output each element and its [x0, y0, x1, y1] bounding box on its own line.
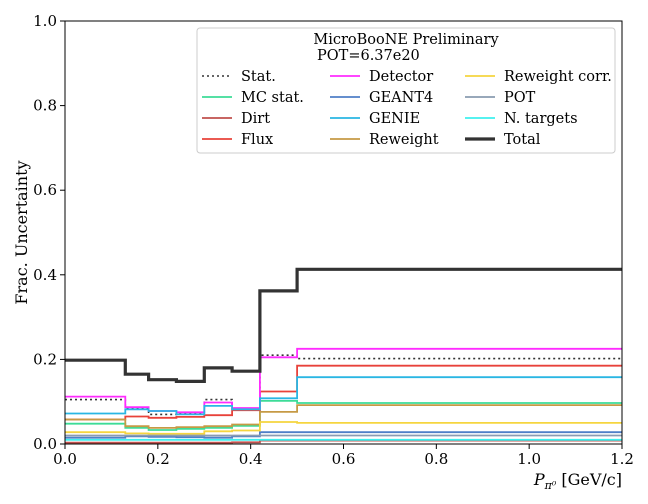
- legend-label: Total: [504, 132, 541, 148]
- x-label-main: P: [533, 470, 545, 489]
- series-line-mc-stat: [65, 400, 622, 431]
- legend-label: N. targets: [504, 111, 578, 127]
- x-tick-label: 0.6: [332, 450, 356, 468]
- y-tick-label: 0.6: [33, 181, 57, 199]
- legend-label: MC stat.: [241, 90, 304, 106]
- series-line-flux: [65, 364, 622, 421]
- x-tick-label: 0.4: [239, 450, 263, 468]
- series-line-total: [65, 267, 622, 383]
- series-line-reweight-corr: [65, 421, 622, 435]
- legend-label: Reweight: [369, 132, 439, 148]
- y-tick-label: 0.8: [33, 97, 57, 115]
- legend-label: Detector: [369, 69, 433, 85]
- legend-title-line-1: MicroBooNE Preliminary: [313, 32, 499, 48]
- y-tick-label: 0.2: [33, 350, 57, 368]
- legend-label: Dirt: [241, 111, 270, 127]
- x-tick-label: 1.2: [610, 450, 634, 468]
- series-layer: [65, 267, 622, 444]
- y-axis-label: Frac. Uncertainty: [12, 160, 31, 304]
- y-tick-label: 0.4: [33, 266, 57, 284]
- legend-label: Flux: [241, 132, 273, 148]
- series-line-genie: [65, 376, 622, 416]
- legend: MicroBooNE Preliminary POT=6.37e20 Stat.…: [196, 27, 616, 154]
- legend-box: [196, 27, 616, 154]
- series-line-dirt: [65, 439, 622, 444]
- y-tick-label: 0.0: [33, 435, 57, 453]
- legend-label: Reweight corr.: [504, 69, 612, 85]
- axes-layer: 0.0 0.2 0.4 0.6 0.8 1.0 1.2 0.0 0.2 0.4 0.6 0.8 1.0: [33, 12, 634, 468]
- x-tick-label: 1.0: [517, 450, 541, 468]
- legend-label: GEANT4: [369, 90, 433, 106]
- x-tick-label: 0.2: [146, 450, 170, 468]
- x-label-unit: [GeV/c]: [556, 470, 622, 489]
- legend-label: POT: [504, 90, 536, 106]
- legend-title-line-2: POT=6.37e20: [317, 48, 420, 64]
- x-tick-label: 0.8: [424, 450, 448, 468]
- x-axis-label: Pπ⁰ [GeV/c]: [533, 470, 622, 492]
- legend-label: GENIE: [369, 111, 420, 127]
- y-tick-label: 1.0: [33, 12, 57, 30]
- series-line-reweight: [65, 404, 622, 429]
- x-tick-label: 0.0: [53, 450, 77, 468]
- legend-entries: Stat. MC stat. Dirt Flux Detector GEANT4 GENIE…: [202, 69, 612, 148]
- x-label-subscript: π⁰: [544, 479, 557, 492]
- legend-label: Stat.: [241, 69, 276, 85]
